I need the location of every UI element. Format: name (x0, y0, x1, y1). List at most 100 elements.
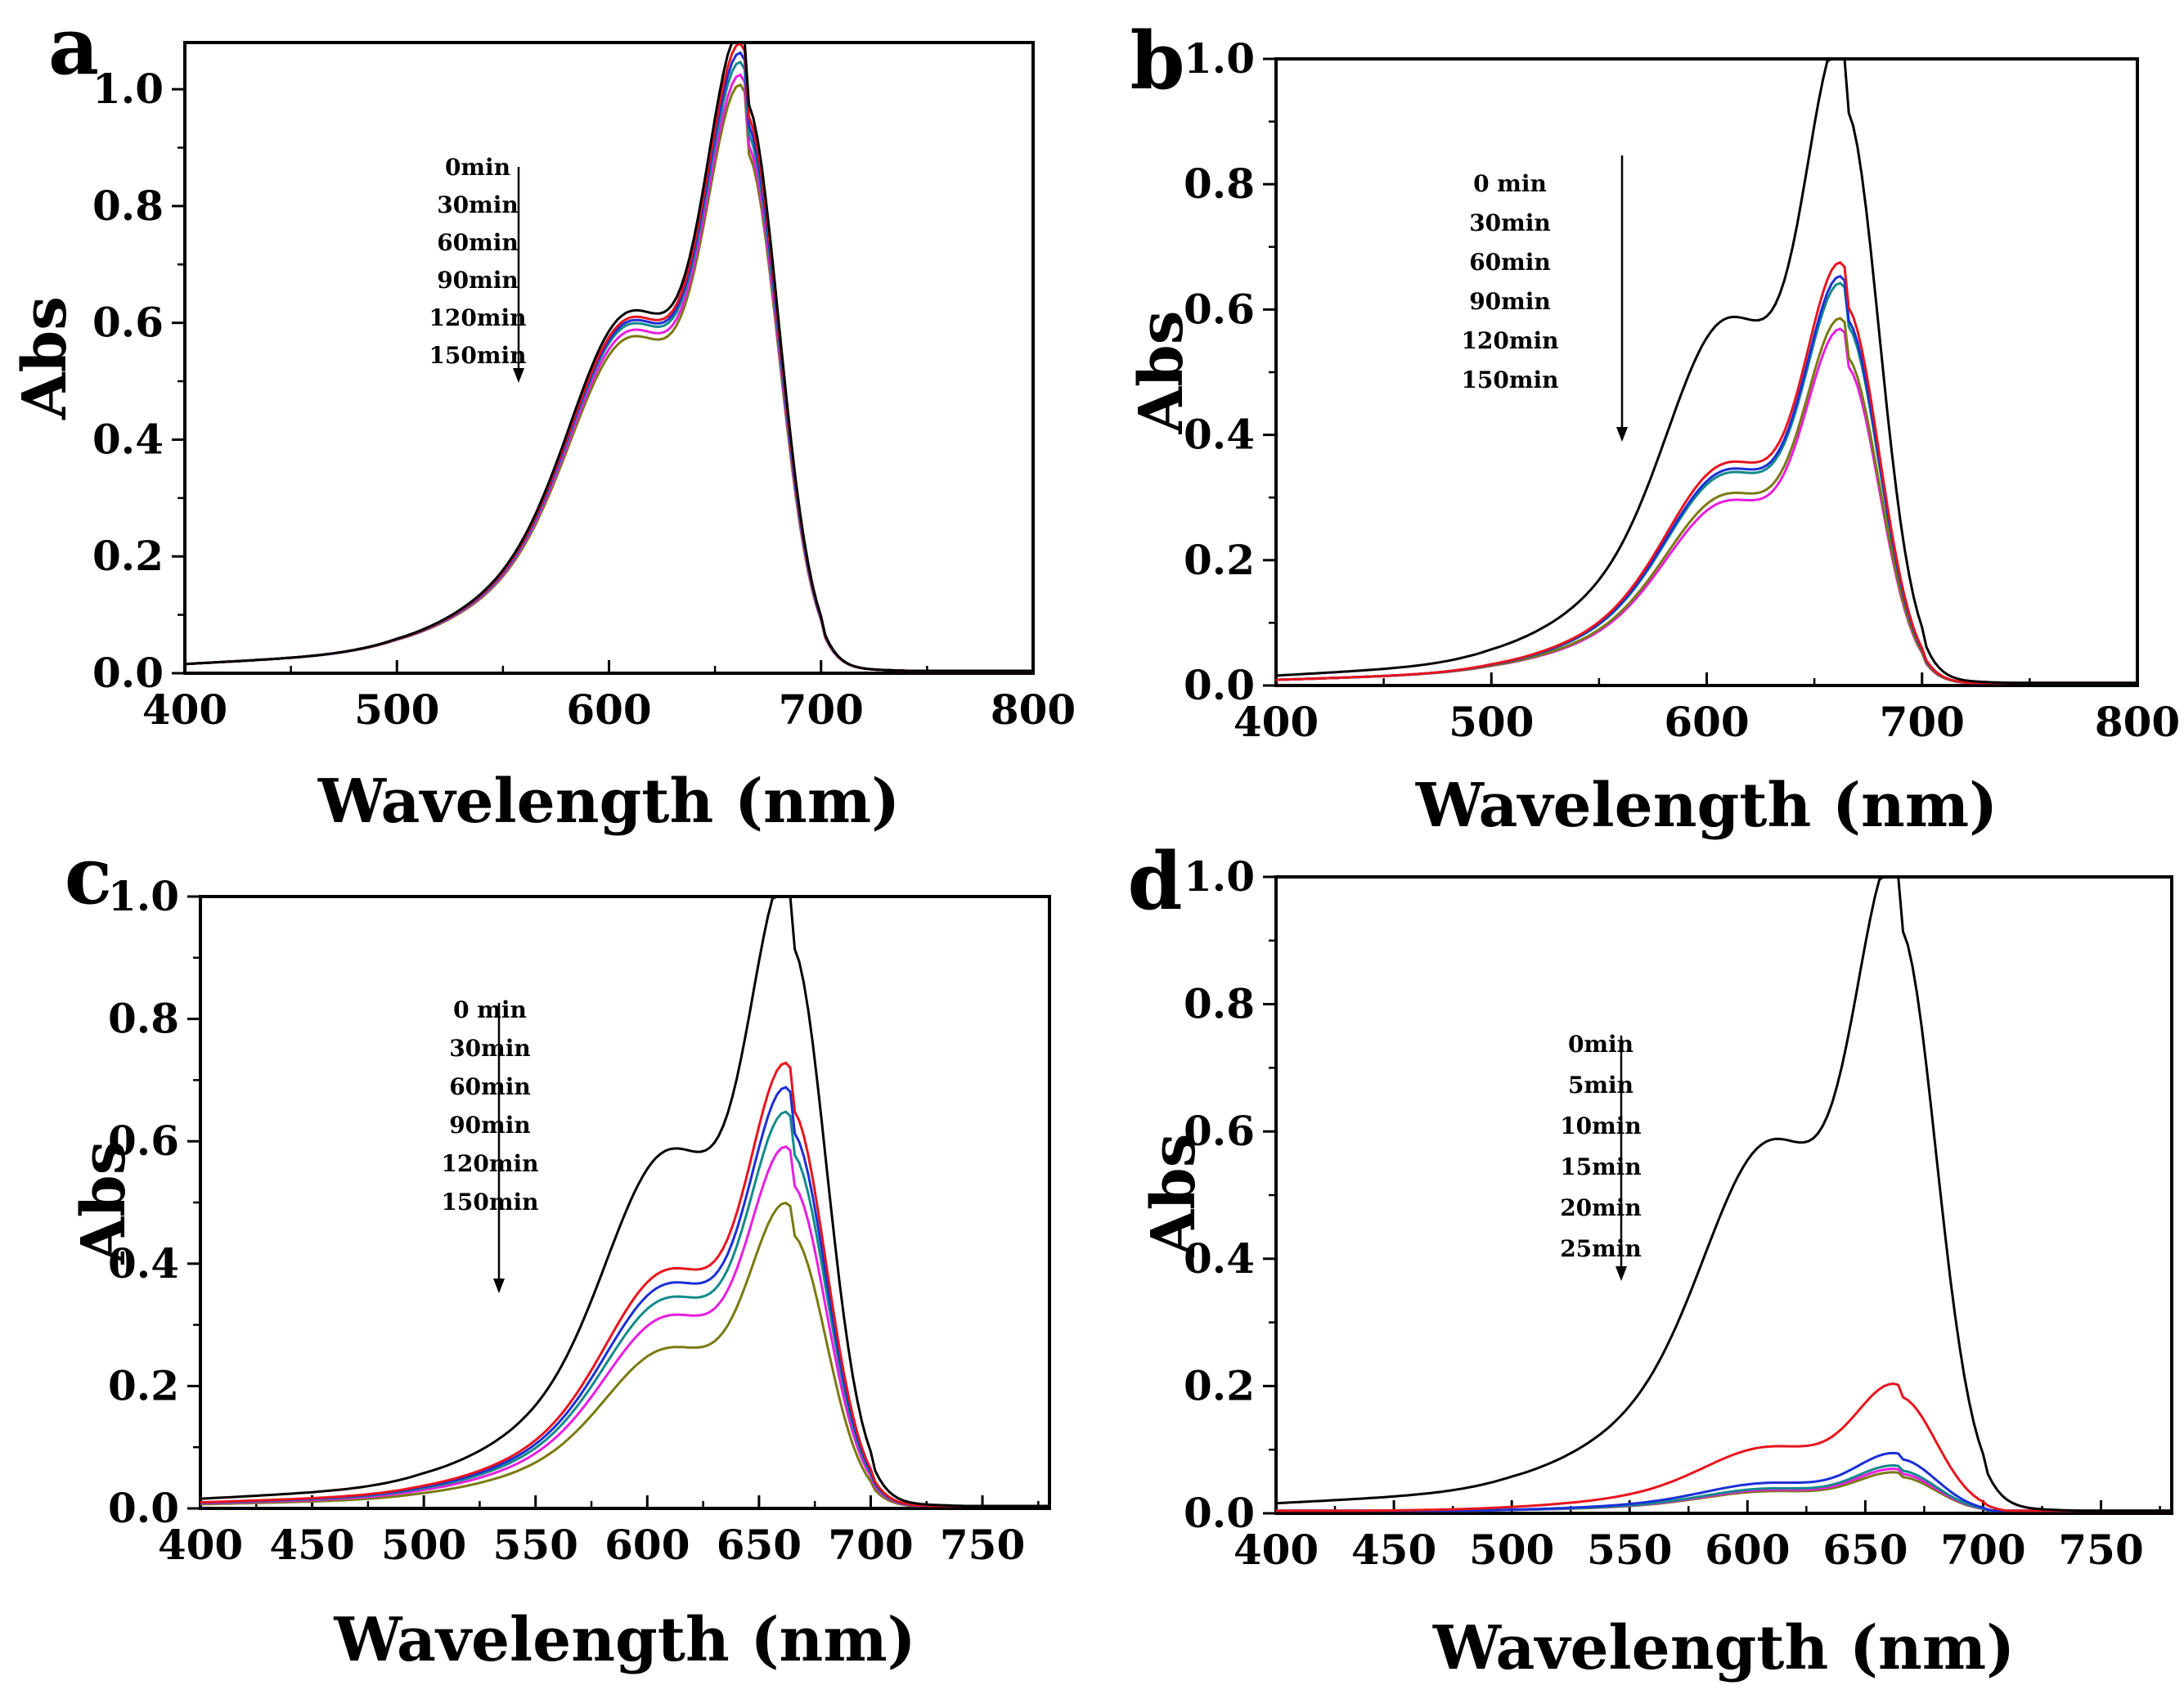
panel-letter-c: c (65, 829, 112, 922)
legend-arrow-head-d (1616, 1266, 1627, 1281)
y-tick-label-d: 0.4 (1184, 1234, 1255, 1283)
series-line-c-4 (200, 1144, 1049, 1508)
legend-item-c: 60min (449, 1073, 531, 1100)
series-line-b-4 (1275, 317, 2137, 685)
x-tick-label-c: 500 (381, 1521, 466, 1569)
plot-frame-c (199, 895, 1051, 1510)
panel-a: a 400 500 600 700 800 0.0 0.2 0.4 0.6 0.8 1.0 Wavele… (10, 0, 1076, 837)
x-tick-label-d: 600 (1705, 1526, 1790, 1574)
y-tick-label-d: 1.0 (1184, 852, 1255, 901)
series-line-b-5 (1275, 327, 2137, 685)
legend-arrow-head-c (493, 1279, 505, 1293)
series-line-a-5 (184, 83, 1033, 672)
series-line-c-2 (200, 1085, 1049, 1508)
y-tick-label-c: 0.4 (108, 1239, 179, 1288)
panel-b: b 400 500 600 700 800 0.0 0.2 0.4 0.6 0.8 1.0 Wavele… (1126, 15, 2180, 841)
legend-item-a: 60min (437, 229, 519, 256)
legend-item-d: 20min (1560, 1194, 1642, 1221)
x-tick-label-a: 500 (354, 685, 439, 734)
x-tick-label-b: 400 (1234, 698, 1319, 746)
panel-letter-b: b (1130, 15, 1184, 107)
legend-item-c: 90min (449, 1112, 531, 1139)
y-tick-label-a: 0.2 (92, 532, 164, 580)
legend-item-c: 120min (441, 1150, 538, 1177)
series-line-a-0 (184, 41, 1033, 672)
x-tick-label-c: 650 (717, 1521, 802, 1569)
series-line-c-3 (200, 1110, 1049, 1508)
x-tick-label-d: 500 (1469, 1526, 1554, 1574)
series-line-d-4 (1276, 1468, 2172, 1512)
x-tick-label-d: 650 (1822, 1526, 1908, 1574)
x-tick-label-d: 450 (1351, 1526, 1436, 1574)
x-tick-label-b: 500 (1449, 698, 1534, 746)
x-tick-label-c: 550 (493, 1521, 578, 1569)
y-tick-label-b: 0.6 (1184, 285, 1255, 333)
x-tick-label-b: 800 (2095, 698, 2180, 746)
panel-letter-d: d (1127, 835, 1182, 928)
legend-item-c: 30min (449, 1035, 531, 1062)
x-tick-label-c: 700 (828, 1521, 913, 1569)
series-line-c-1 (200, 1061, 1049, 1508)
y-tick-label-b: 0.0 (1184, 661, 1255, 709)
x-tick-label-b: 600 (1664, 698, 1749, 746)
y-tick-label-b: 0.2 (1184, 536, 1255, 584)
y-tick-label-c: 0.6 (108, 1117, 179, 1165)
x-tick-label-d: 750 (2058, 1526, 2143, 1574)
x-axis-title-c: Wavelength (nm) (333, 1605, 915, 1675)
legend-item-a: 150min (429, 342, 526, 369)
series-line-d-0 (1275, 875, 2172, 1512)
y-axis-title-a: Abs (10, 296, 80, 420)
x-tick-label-d: 700 (1940, 1526, 2025, 1574)
x-tick-label-a: 700 (779, 685, 864, 734)
y-tick-label-b: 0.8 (1184, 160, 1255, 208)
series-line-c-0 (200, 895, 1049, 1508)
y-axis-title-c: Abs (69, 1141, 139, 1265)
x-axis-title-d: Wavelength (nm) (1432, 1613, 2015, 1683)
legend-item-b: 120min (1461, 327, 1558, 354)
legend-item-b: 30min (1469, 209, 1551, 236)
y-tick-label-c: 0.0 (108, 1484, 179, 1532)
legend-arrow-head-b (1616, 427, 1628, 442)
legend-item-d: 15min (1560, 1153, 1642, 1180)
x-tick-label-d: 400 (1234, 1526, 1319, 1574)
legend-item-a: 0min (445, 154, 510, 181)
y-tick-label-a: 0.0 (92, 649, 164, 697)
series-line-d-2 (1276, 1451, 2172, 1512)
legend-item-b: 60min (1469, 249, 1551, 276)
series-line-a-4 (184, 73, 1033, 672)
series-line-b-0 (1275, 57, 2137, 685)
series-line-a-3 (184, 60, 1033, 672)
legend-item-b: 90min (1469, 288, 1551, 315)
series-line-a-2 (184, 51, 1033, 672)
legend-item-b: 0 min (1473, 170, 1547, 197)
y-axis-title-d: Abs (1139, 1134, 1209, 1258)
x-axis-title-b: Wavelength (nm) (1415, 771, 1998, 841)
y-tick-label-c: 1.0 (108, 872, 179, 920)
x-tick-label-a: 400 (142, 685, 227, 734)
y-tick-label-a: 0.4 (92, 415, 164, 463)
x-tick-label-a: 600 (566, 685, 651, 734)
x-axis-title-a: Wavelength (nm) (317, 766, 900, 837)
legend-item-b: 150min (1461, 366, 1558, 393)
x-tick-label-c: 600 (604, 1521, 690, 1569)
y-tick-label-a: 0.8 (92, 182, 164, 230)
legend-item-d: 5min (1568, 1072, 1634, 1099)
panel-d: d 400 450 500 550 600 650 700 750 0.0 0.2 0.4 0.6 0.8… (1127, 835, 2173, 1683)
legend-item-d: 25min (1560, 1235, 1642, 1262)
x-tick-label-b: 700 (1880, 698, 1965, 746)
x-tick-label-c: 450 (269, 1521, 354, 1569)
plot-frame-d (1274, 875, 2173, 1515)
y-tick-label-b: 1.0 (1184, 34, 1255, 83)
y-tick-label-b: 0.4 (1184, 411, 1255, 459)
legend-item-d: 10min (1560, 1112, 1642, 1139)
y-tick-label-a: 1.0 (92, 65, 164, 113)
legend-arrow-head-a (513, 368, 524, 383)
panel-letter-a: a (48, 0, 99, 92)
legend-item-c: 0 min (453, 996, 527, 1023)
legend-item-d: 0min (1568, 1031, 1634, 1058)
x-tick-label-c: 400 (158, 1521, 243, 1569)
y-axis-title-b: Abs (1126, 311, 1197, 435)
x-tick-label-a: 800 (991, 685, 1076, 734)
series-line-d-1 (1276, 1382, 2172, 1512)
